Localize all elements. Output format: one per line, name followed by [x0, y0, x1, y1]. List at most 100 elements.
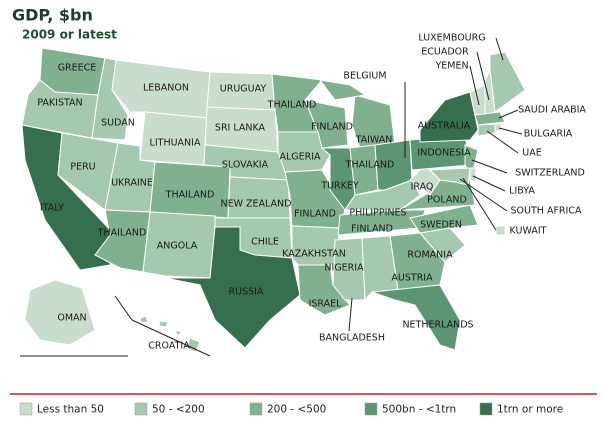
region-label: SRI LANKA	[215, 123, 266, 134]
region-label: BULGARIA	[524, 129, 573, 140]
state	[318, 79, 367, 101]
state	[297, 264, 351, 316]
region-label: LUXEMBOURG	[418, 33, 485, 44]
state	[371, 284, 461, 351]
inset-border	[131, 319, 211, 357]
legend-swatch	[364, 402, 378, 416]
subtitle: 2009 or latest	[22, 28, 117, 42]
region-label: NIGERIA	[324, 263, 364, 274]
region-label: BELGIUM	[343, 71, 386, 82]
region-label: IRAQ	[411, 182, 434, 193]
legend-swatch	[19, 402, 33, 416]
pointer	[348, 297, 353, 332]
region-label: THAILAND	[165, 190, 215, 201]
state	[158, 320, 169, 328]
region-label: NETHERLANDS	[402, 320, 473, 331]
region-label: TAIWAN	[355, 135, 393, 146]
region-label: ANGOLA	[157, 241, 198, 252]
region-label: ROMANIA	[407, 250, 453, 261]
pointer	[469, 65, 480, 106]
state	[474, 111, 506, 126]
state	[495, 225, 506, 236]
region-label: PERU	[70, 162, 95, 173]
state	[428, 167, 471, 186]
state	[477, 123, 496, 137]
region-label: ISRAEL	[309, 299, 343, 310]
pointer	[498, 109, 519, 119]
state	[332, 237, 366, 301]
legend-swatch	[479, 402, 493, 416]
state	[164, 226, 301, 349]
pointer	[476, 51, 490, 101]
legend: Less than 50 50 - <200 200 - <500 500bn - <…	[19, 402, 563, 416]
region-label: INDONESIA	[417, 148, 471, 159]
region-label: UAE	[522, 148, 541, 159]
region-label: KUWAIT	[510, 226, 547, 237]
region-label: THAILAND	[97, 228, 147, 239]
region-label: CHILE	[251, 237, 279, 248]
pointer	[462, 177, 497, 231]
pointer	[472, 175, 506, 192]
region-label: OMAN	[57, 313, 86, 324]
region-label: AUSTRIA	[391, 273, 433, 284]
region-label: PHILIPPINES	[349, 208, 406, 219]
legend-label: 500bn - <1trn	[382, 404, 456, 416]
region-label: LEBANON	[143, 83, 189, 94]
region-label: FINLAND	[294, 209, 336, 220]
state	[419, 91, 479, 143]
region-label: SLOVAKIA	[222, 160, 269, 171]
region-label: THAILAND	[267, 100, 317, 111]
pointer	[459, 178, 508, 212]
region-label: SAUDI ARABIA	[518, 105, 586, 116]
region-label: GREECE	[58, 63, 97, 74]
states	[21, 47, 526, 353]
state	[409, 204, 479, 234]
region-label: YEMEN	[434, 61, 468, 72]
legend-label: 1trn or more	[497, 404, 563, 416]
region-label: TURKEY	[320, 181, 359, 192]
region-label: LITHUANIA	[150, 138, 201, 149]
legend-swatch	[134, 402, 148, 416]
region-label: SUDAN	[101, 118, 135, 129]
state	[494, 123, 502, 132]
region-label: RUSSIA	[229, 287, 264, 298]
region-label: FINLAND	[351, 224, 393, 235]
region-label: POLAND	[427, 195, 467, 206]
region-label: FINLAND	[311, 122, 353, 133]
legend-label: 200 - <500	[267, 404, 326, 416]
labels: GREECE PAKISTAN ITALY PERU SUDAN LEBANON LITHU…	[37, 33, 586, 352]
legend-label: Less than 50	[37, 404, 104, 416]
pointer	[471, 159, 508, 174]
legend-label: 50 - <200	[152, 404, 205, 416]
state	[389, 232, 446, 291]
legend-swatch	[249, 402, 263, 416]
pointer	[498, 127, 523, 135]
state	[186, 337, 201, 353]
region-label: SWITZERLAND	[515, 168, 585, 179]
region-label: BANGLADESH	[319, 333, 385, 344]
state	[227, 176, 291, 219]
region-label: SWEDEN	[420, 220, 462, 231]
region-label: CROATIA	[148, 341, 190, 352]
state	[304, 99, 349, 149]
title: GDP, $bn	[12, 6, 93, 25]
inset-border	[114, 295, 133, 321]
region-label: ALGERIA	[279, 152, 321, 163]
region-label: URUGUAY	[220, 84, 267, 95]
region-label: LIBYA	[509, 186, 535, 197]
state	[489, 51, 526, 113]
state	[174, 329, 183, 337]
region-label: SOUTH AFRICA	[511, 206, 582, 217]
region-label: KAZAKHSTAN	[282, 249, 346, 260]
state	[469, 167, 477, 184]
state	[24, 279, 96, 346]
region-label: AUSTRALIA	[418, 121, 471, 132]
region-label: UKRAINE	[111, 178, 153, 189]
state	[139, 315, 149, 324]
pointer	[486, 130, 519, 154]
region-label: ECUADOR	[421, 47, 469, 58]
region-label: THAILAND	[345, 160, 395, 171]
region-label: NEW ZEALAND	[221, 199, 292, 210]
region-label: PAKISTAN	[37, 98, 82, 109]
